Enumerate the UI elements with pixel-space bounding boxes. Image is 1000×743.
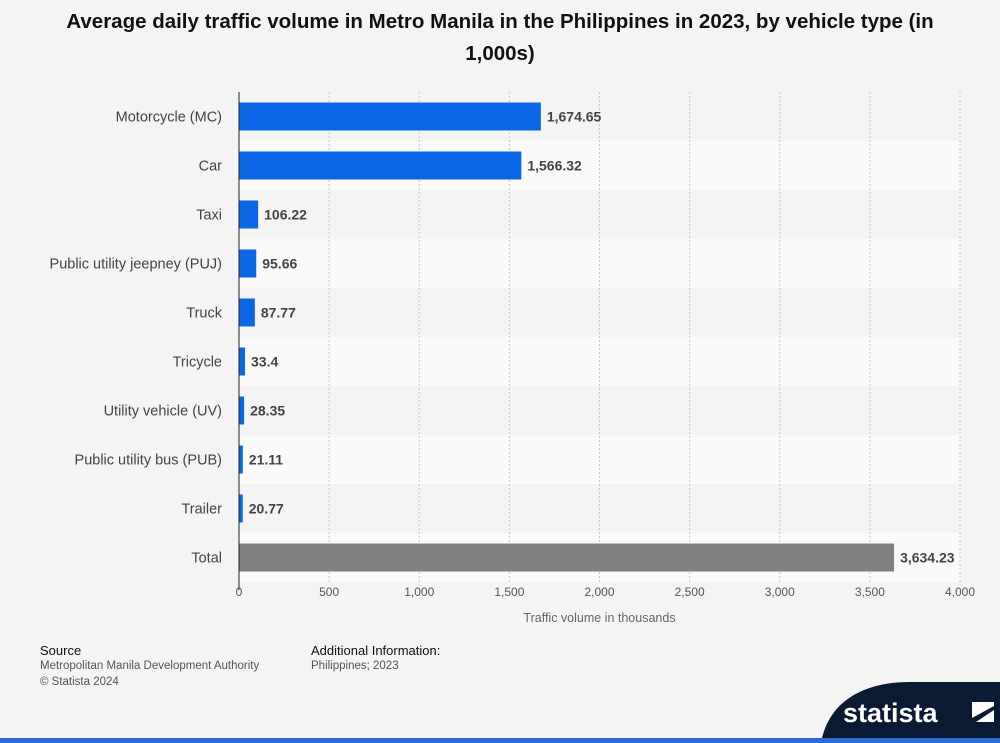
x-tick-label: 3,000 [765,585,795,599]
source-heading: Source [40,643,82,658]
bar [239,445,243,474]
value-label: 33.4 [251,354,278,370]
value-label: 1,566.32 [527,158,582,174]
row-band [239,386,960,435]
x-axis-title: Traffic volume in thousands [523,611,675,625]
x-tick-label: 2,500 [675,585,705,599]
bar [239,543,895,572]
source-text: Metropolitan Manila Development Authorit… [40,660,260,672]
category-label: Public utility jeepney (PUJ) [50,257,222,273]
x-tick-label: 3,500 [855,585,885,599]
value-label: 21.11 [249,452,283,468]
x-tick-label: 4,000 [945,585,975,599]
category-label: Tricycle [173,355,222,371]
value-label: 95.66 [262,256,297,272]
category-label: Motorcycle (MC) [116,110,222,126]
bar [239,200,259,229]
chart-title: Average daily traffic volume in Metro Ma… [66,10,934,65]
additional-info-text: Philippines; 2023 [311,660,399,672]
additional-info-heading: Additional Information: [311,643,441,658]
bar [239,249,257,278]
bottom-accent-line [0,738,1000,743]
bar [239,347,246,376]
value-label: 3,634.23 [900,550,955,566]
x-tick-label: 0 [236,585,243,599]
x-tick-label: 1,500 [494,585,524,599]
category-label: Taxi [196,208,222,224]
statista-flag-icon [972,702,994,722]
bar [239,494,243,523]
bar [239,151,522,180]
category-label: Utility vehicle (UV) [104,404,222,420]
copyright-text: © Statista 2024 [40,676,119,688]
value-label: 1,674.65 [547,109,602,125]
category-label: Trailer [181,502,222,518]
category-label: Truck [186,306,222,322]
logo-wordmark: statista [843,698,939,728]
bar [239,102,541,131]
row-band [239,239,960,288]
value-label: 87.77 [261,305,296,321]
bar [239,298,255,327]
x-tick-label: 1,000 [404,585,434,599]
statista-logo[interactable]: statista [800,682,1000,738]
value-label: 106.22 [264,207,307,223]
x-tick-label: 500 [319,585,339,599]
category-label: Public utility bus (PUB) [75,453,222,469]
category-label: Total [191,551,222,567]
bar [239,396,245,425]
x-tick-label: 2,000 [584,585,614,599]
category-label: Car [199,159,223,175]
row-band [239,190,960,239]
value-label: 28.35 [250,403,285,419]
value-label: 20.77 [249,501,284,517]
row-band [239,435,960,484]
